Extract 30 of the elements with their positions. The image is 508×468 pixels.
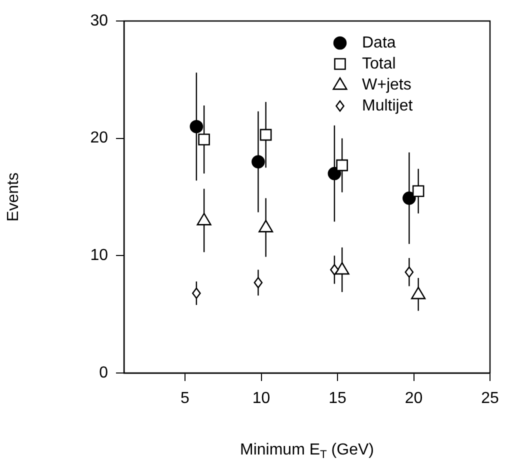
y-axis-title: Events [5, 172, 22, 222]
legend-label: Data [362, 34, 396, 52]
point [254, 277, 263, 288]
legend-label: W+jets [362, 76, 412, 94]
x-tick-label: 10 [252, 390, 270, 408]
y-tick-label: 0 [99, 364, 108, 382]
point [328, 166, 342, 180]
point [192, 288, 201, 299]
point [402, 192, 416, 205]
point [252, 155, 265, 168]
x-tick-label: 25 [481, 390, 499, 408]
point [190, 120, 204, 134]
legend-label: Multijet [362, 97, 414, 114]
point [198, 134, 210, 146]
x-tick-label: 5 [180, 390, 190, 408]
point [412, 185, 424, 198]
point [411, 286, 426, 300]
y-tick-label: 20 [90, 130, 108, 147]
point [196, 212, 212, 226]
point [404, 266, 414, 278]
x-tick-label: 15 [328, 390, 346, 408]
y-tick-label: 30 [90, 12, 108, 30]
point [330, 264, 339, 276]
legend-label: Total [362, 55, 396, 72]
point [336, 159, 348, 172]
point [334, 262, 350, 275]
point [260, 128, 272, 141]
y-tick-label: 10 [90, 247, 108, 264]
x-tick-label: 20 [404, 390, 423, 408]
point [258, 220, 274, 232]
